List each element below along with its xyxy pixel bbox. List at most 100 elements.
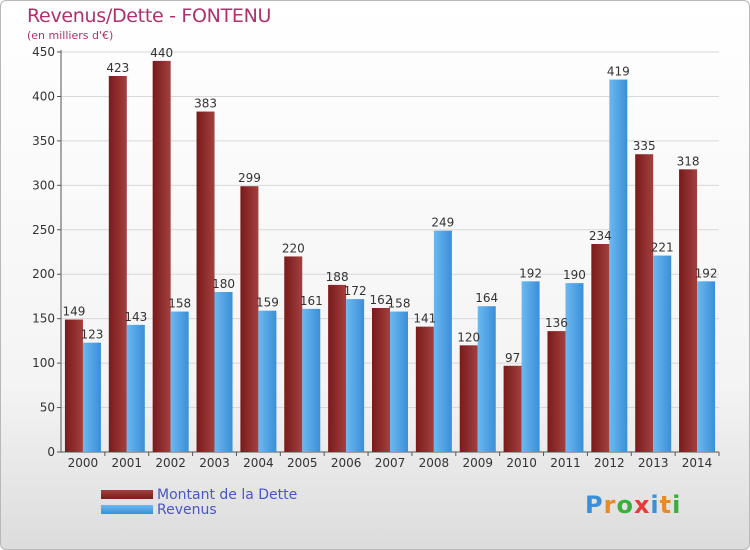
- bar-debt: [503, 365, 522, 452]
- value-label-debt: 383: [194, 97, 217, 111]
- value-label-debt: 97: [505, 351, 520, 365]
- value-label-revenue: 161: [300, 294, 323, 308]
- logo-letter: P: [585, 491, 604, 519]
- legend-item-revenue: Revenus: [101, 501, 297, 518]
- legend-swatch-revenue: [101, 505, 153, 514]
- bar-revenue: [390, 311, 408, 452]
- bar-revenue: [433, 230, 452, 452]
- x-tick-label: 2002: [155, 456, 186, 470]
- legend-label-debt: Montant de la Dette: [157, 486, 298, 503]
- bar-debt: [284, 256, 303, 452]
- bar-debt: [108, 76, 127, 452]
- bar-debt: [547, 331, 566, 452]
- value-label-revenue: 192: [519, 266, 542, 280]
- value-label-revenue: 164: [475, 291, 498, 305]
- bar-revenue: [302, 308, 321, 452]
- x-tick-label: 2005: [287, 456, 318, 470]
- chart-title: Revenus/Dette - FONTENU: [27, 5, 272, 27]
- bar-debt: [152, 60, 171, 453]
- y-tick-label: 200: [32, 267, 55, 281]
- value-label-revenue: 180: [212, 277, 235, 291]
- bar-revenue: [170, 311, 189, 452]
- x-tick-label: 2006: [331, 456, 362, 470]
- value-label-debt: 162: [370, 293, 393, 307]
- bar-revenue: [477, 306, 496, 452]
- legend-swatch-debt: [101, 490, 153, 499]
- logo-letter: x: [633, 491, 651, 519]
- x-tick-label: 2011: [550, 456, 581, 470]
- value-label-debt: 188: [326, 270, 349, 284]
- y-tick-label: 100: [32, 356, 55, 370]
- value-label-revenue: 221: [651, 241, 674, 255]
- value-label-debt: 149: [62, 305, 85, 319]
- bar-revenue: [214, 292, 233, 452]
- logo-letter: t: [659, 491, 673, 519]
- y-tick-label: 400: [32, 89, 55, 103]
- x-tick-label: 2007: [375, 456, 406, 470]
- bar-debt: [415, 326, 434, 452]
- bar-debt: [459, 345, 478, 452]
- x-tick-label: 2004: [243, 456, 274, 470]
- proxiti-logo: Proxiti: [585, 491, 681, 519]
- bars: [64, 60, 716, 453]
- value-label-revenue: 143: [124, 310, 147, 324]
- value-label-revenue: 419: [607, 65, 630, 79]
- x-tick-label: 2008: [419, 456, 450, 470]
- bar-debt: [328, 284, 347, 452]
- bar-revenue: [258, 310, 277, 452]
- bar-revenue: [521, 281, 540, 452]
- logo-letter: o: [616, 491, 634, 519]
- y-tick-label: 150: [32, 312, 55, 326]
- value-label-revenue: 172: [344, 284, 367, 298]
- value-label-debt: 299: [238, 171, 261, 185]
- x-tick-label: 2012: [594, 456, 625, 470]
- y-tick-label: 300: [32, 178, 55, 192]
- logo-letter: i: [672, 491, 682, 519]
- bar-debt: [679, 169, 698, 453]
- value-label-revenue: 192: [695, 266, 718, 280]
- value-label-debt: 220: [282, 241, 305, 255]
- bar-revenue: [565, 283, 584, 452]
- value-label-debt: 335: [633, 139, 656, 153]
- value-label-revenue: 159: [256, 296, 279, 310]
- x-tick-label: 2009: [462, 456, 493, 470]
- bar-revenue: [346, 299, 365, 452]
- bar-debt: [196, 111, 215, 453]
- bar-revenue: [82, 342, 101, 452]
- y-tick-label: 250: [32, 223, 55, 237]
- bar-debt: [240, 186, 259, 452]
- value-label-revenue: 190: [563, 268, 586, 282]
- value-label-revenue: 158: [388, 297, 411, 311]
- value-label-debt: 423: [106, 61, 129, 75]
- legend: Montant de la Dette Revenus: [101, 486, 298, 518]
- value-label-debt: 318: [677, 154, 700, 168]
- bar-revenue: [609, 79, 628, 453]
- value-label-debt: 440: [150, 46, 173, 60]
- bar-debt: [591, 244, 610, 452]
- legend-item-debt: Montant de la Dette: [101, 486, 298, 503]
- x-tick-label: 2003: [199, 456, 230, 470]
- x-tick-label: 2014: [682, 456, 713, 470]
- y-tick-label: 50: [40, 401, 55, 415]
- value-label-debt: 141: [413, 312, 436, 326]
- y-tick-label: 350: [32, 134, 55, 148]
- value-label-revenue: 123: [80, 328, 103, 342]
- y-tick-label: 450: [32, 45, 55, 59]
- x-tick-label: 2000: [68, 456, 99, 470]
- bar-debt: [64, 319, 83, 452]
- x-tick-label: 2010: [506, 456, 537, 470]
- value-label-debt: 120: [457, 330, 480, 344]
- logo-letter: r: [603, 491, 617, 519]
- chart-subtitle: (en milliers d'€): [27, 29, 114, 42]
- value-label-debt: 234: [589, 229, 612, 243]
- y-tick-label: 0: [47, 445, 55, 459]
- value-label-revenue: 158: [168, 297, 191, 311]
- value-label-debt: 136: [545, 316, 568, 330]
- x-tick-label: 2013: [638, 456, 669, 470]
- logo-letter: i: [650, 491, 660, 519]
- legend-label-revenue: Revenus: [157, 501, 217, 518]
- value-labels: 1491234231434401583831802991592201611881…: [62, 46, 717, 365]
- value-label-revenue: 249: [431, 216, 454, 230]
